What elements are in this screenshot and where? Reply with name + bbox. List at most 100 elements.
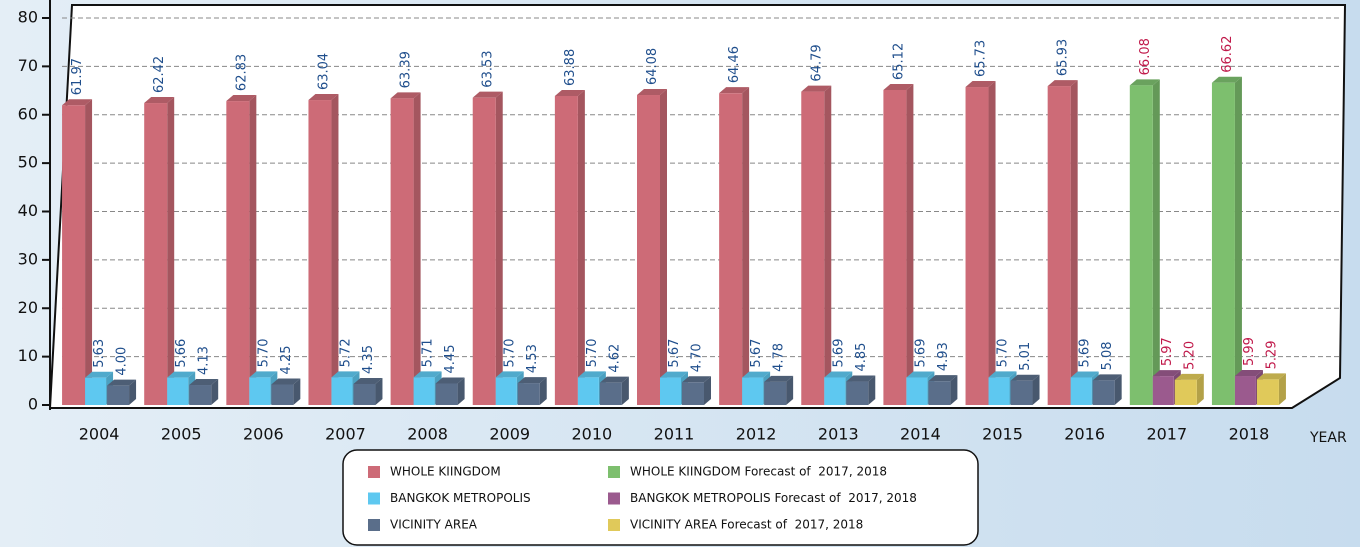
bar-top	[226, 95, 257, 102]
bar-top	[742, 371, 771, 378]
bar	[1010, 380, 1033, 405]
bar-top	[928, 375, 958, 382]
x-tick-label: 2016	[1064, 425, 1105, 444]
bar-top	[390, 92, 421, 99]
value-label: 5.70	[256, 338, 271, 367]
x-tick-label: 2017	[1146, 425, 1187, 444]
y-tick-label: 40	[18, 201, 38, 220]
bar-top	[554, 89, 585, 96]
bar-side	[824, 85, 832, 406]
bar	[472, 97, 496, 406]
bar-side	[375, 377, 383, 405]
value-label: 4.13	[197, 346, 212, 375]
value-label: 5.72	[338, 338, 353, 367]
value-label: 5.67	[749, 339, 764, 368]
value-label: 61.97	[70, 58, 85, 95]
x-tick-label: 2012	[736, 425, 777, 444]
value-label: 5.63	[92, 339, 107, 368]
legend-label: WHOLE KIINGDOM	[390, 465, 501, 479]
x-tick-label: 2005	[161, 425, 202, 444]
bar	[271, 384, 294, 405]
bar	[824, 377, 846, 405]
bar	[965, 87, 989, 405]
value-label: 63.53	[481, 50, 496, 87]
legend-box	[342, 449, 979, 546]
bar	[554, 95, 578, 405]
bar-top	[308, 94, 339, 101]
value-label: 5.20	[1182, 341, 1197, 370]
bar-top	[883, 83, 914, 90]
bar	[660, 377, 681, 405]
bar-side	[1196, 373, 1204, 405]
bar	[1256, 379, 1279, 405]
bar	[637, 95, 660, 405]
x-tick-label: 2011	[654, 425, 695, 444]
bar-side	[988, 81, 996, 405]
bar-top	[906, 371, 935, 378]
legend-label: VICINITY AREA	[390, 518, 478, 532]
bar-side	[413, 92, 421, 405]
value-label: 4.85	[854, 343, 869, 372]
legend-swatch	[608, 492, 620, 505]
bar-side	[85, 99, 93, 405]
bar	[107, 385, 130, 405]
bar-top	[331, 371, 360, 378]
bar	[764, 381, 787, 405]
value-label: 5.08	[1100, 341, 1115, 370]
bar-top	[1047, 80, 1078, 87]
bar	[167, 377, 189, 405]
bar-side	[495, 91, 503, 406]
bar	[742, 377, 764, 405]
bar-side	[167, 97, 175, 406]
y-tick-label: 30	[18, 249, 38, 268]
bar-top	[353, 377, 383, 384]
bar-side	[906, 83, 914, 406]
bar-top	[517, 377, 547, 384]
value-label: 4.93	[936, 342, 951, 371]
bar-side	[211, 379, 219, 405]
bar-side	[868, 375, 876, 405]
x-tick-label: 2013	[818, 425, 859, 444]
bar-side	[704, 376, 711, 405]
bar-top	[846, 375, 876, 382]
bar-side	[1234, 76, 1242, 405]
value-label: 4.25	[279, 345, 294, 374]
legend-swatch	[368, 492, 380, 505]
value-label: 5.66	[174, 339, 189, 368]
value-label: 5.97	[1160, 337, 1175, 366]
y-tick-label: 70	[18, 56, 38, 75]
value-label: 64.08	[645, 48, 660, 85]
y-tick-label: 0	[28, 395, 38, 414]
bar	[719, 93, 743, 406]
bar-top	[62, 99, 93, 106]
y-tick-label: 20	[18, 298, 38, 317]
bar-top	[189, 379, 219, 386]
value-label: 5.99	[1242, 337, 1257, 366]
bar-top	[1129, 79, 1160, 86]
bar-side	[539, 377, 547, 405]
value-label: 63.88	[563, 49, 578, 86]
value-label: 4.78	[772, 343, 787, 372]
bar-side	[742, 87, 750, 406]
value-label: 66.62	[1220, 36, 1235, 73]
bar	[801, 91, 825, 406]
value-label: 62.83	[234, 54, 249, 91]
value-label: 4.62	[607, 344, 622, 373]
value-label: 4.35	[361, 345, 376, 374]
value-label: 62.42	[152, 56, 167, 93]
bar-side	[249, 95, 257, 405]
value-label: 5.70	[585, 338, 600, 367]
value-label: 65.12	[891, 43, 906, 80]
bar	[413, 377, 435, 405]
x-tick-label: 2015	[982, 425, 1023, 444]
bar	[988, 377, 1010, 405]
bar-top	[435, 377, 465, 384]
legend-swatch	[608, 519, 620, 531]
x-tick-label: 2004	[79, 425, 120, 444]
value-label: 5.69	[913, 339, 928, 368]
value-label: 4.45	[443, 345, 458, 374]
x-tick-label: 2009	[489, 425, 530, 444]
bar-side	[577, 89, 585, 405]
bar	[1234, 376, 1256, 405]
bar	[577, 377, 599, 405]
